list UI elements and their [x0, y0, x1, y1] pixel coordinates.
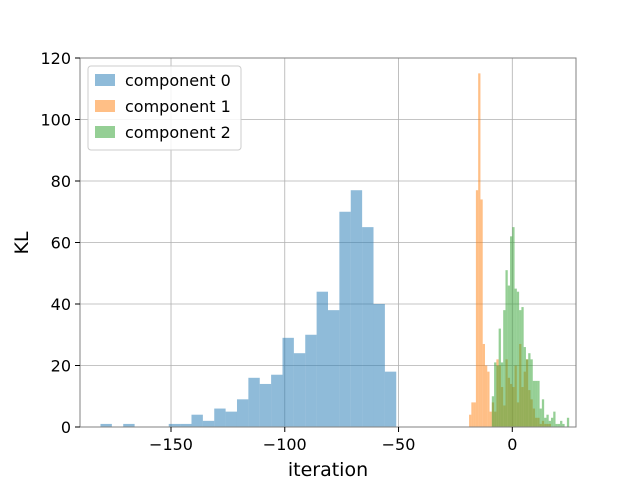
histogram-bar: [248, 377, 260, 427]
histogram-bar: [225, 411, 237, 427]
x-tick-label: −100: [263, 435, 307, 454]
histogram-bar: [236, 399, 249, 427]
histogram-bar: [537, 380, 540, 427]
series-0-bars: [100, 190, 397, 427]
x-axis-label: iteration: [288, 459, 368, 480]
histogram-bar: [535, 380, 538, 427]
histogram-bar: [505, 270, 508, 427]
histogram-bar: [494, 362, 497, 427]
x-tick-label: −150: [149, 435, 193, 454]
histogram-bar: [487, 371, 490, 427]
histogram-bar: [503, 310, 506, 427]
histogram-bar: [519, 310, 522, 427]
histogram-bars: [100, 73, 570, 427]
histogram-bar: [553, 411, 556, 427]
histogram-bar: [373, 304, 385, 427]
legend-label: component 2: [125, 123, 231, 142]
histogram-bar: [548, 420, 551, 427]
series-2-bars: [491, 227, 570, 427]
histogram-bar: [498, 328, 501, 427]
histogram-bar: [507, 285, 511, 427]
histogram-bar: [259, 383, 272, 427]
histogram-bar: [328, 310, 340, 427]
legend-swatch: [95, 74, 115, 86]
histogram-bar: [562, 423, 565, 427]
histogram-bar: [482, 343, 485, 427]
y-tick-label: 80: [51, 172, 71, 191]
legend-label: component 1: [125, 97, 231, 116]
legend: component 0 component 1 component 2: [87, 65, 242, 151]
histogram-bar: [491, 396, 495, 427]
histogram-bar: [514, 288, 517, 427]
histogram-bar: [480, 199, 483, 427]
y-tick-label: 20: [51, 357, 71, 376]
histogram-bar: [528, 353, 531, 427]
histogram-bar: [541, 399, 545, 427]
histogram-bar: [475, 190, 479, 427]
histogram-bar: [282, 337, 294, 427]
histogram-bar: [168, 423, 181, 427]
histogram-bar: [496, 365, 499, 427]
histogram-bar: [500, 362, 504, 427]
histogram-bar: [100, 423, 112, 427]
histogram-bar: [471, 402, 474, 427]
histogram-bar: [293, 353, 306, 427]
histogram-bar: [191, 414, 203, 427]
histogram-bar: [469, 414, 472, 427]
legend-swatch: [95, 100, 115, 112]
histogram-bar: [123, 423, 135, 427]
x-tick-label: −50: [382, 435, 416, 454]
y-tick-label: 100: [40, 111, 71, 130]
histogram-bar: [180, 423, 192, 427]
y-axis: 0 20 40 60 80 100 120: [40, 49, 80, 437]
y-axis-label: KL: [11, 231, 33, 254]
x-axis: −150 −100 −50 0: [149, 427, 517, 454]
histogram-bar: [202, 420, 215, 427]
histogram-bar: [516, 291, 520, 427]
histogram-bar: [271, 374, 283, 427]
histogram-bar: [560, 420, 563, 427]
histogram-bar: [489, 411, 492, 427]
histogram-bar: [316, 291, 328, 427]
legend-label: component 0: [125, 71, 231, 90]
legend-swatch: [95, 126, 115, 138]
histogram-bar: [521, 307, 524, 427]
histogram-bar: [484, 365, 488, 427]
histogram-bar: [214, 408, 226, 427]
histogram-bar: [566, 417, 570, 427]
histogram-bar: [523, 347, 526, 427]
histogram-bar: [532, 380, 536, 427]
y-tick-label: 60: [51, 234, 71, 253]
histogram-bar: [510, 236, 513, 427]
histogram-bar: [546, 414, 549, 427]
histogram-bar: [350, 190, 363, 427]
histogram-bar: [544, 417, 547, 427]
x-tick-label: 0: [507, 435, 517, 454]
histogram-bar: [557, 423, 561, 427]
histogram-bar: [555, 423, 558, 427]
histogram-bar: [539, 408, 542, 427]
y-tick-label: 120: [40, 49, 71, 68]
histogram-bar: [384, 371, 397, 427]
histogram-bar: [530, 359, 533, 427]
histogram-bar: [525, 359, 529, 427]
histogram-bar: [478, 73, 481, 427]
histogram-bar: [473, 402, 476, 427]
histogram-bar: [339, 211, 351, 427]
y-tick-label: 40: [51, 295, 71, 314]
histogram-bar: [362, 227, 374, 427]
histogram-bar: [305, 334, 317, 427]
histogram-bar: [550, 417, 554, 427]
legend-box: [87, 65, 242, 151]
histogram-bar: [512, 227, 515, 427]
y-tick-label: 0: [61, 418, 71, 437]
